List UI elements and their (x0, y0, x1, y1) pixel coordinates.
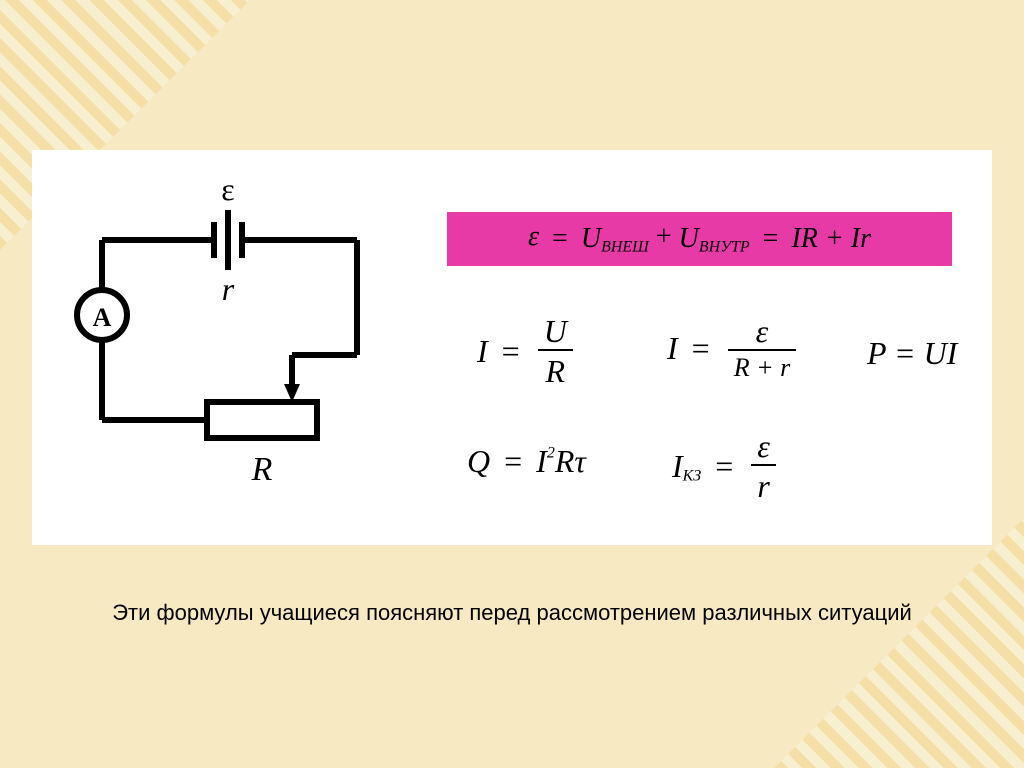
var-I: I (477, 333, 488, 370)
num-U: U (538, 315, 573, 351)
den-r: r (751, 466, 776, 502)
var-Q: Q (467, 443, 490, 480)
formula-highlight-box: ε = UВНЕШ + UВНУТР = IR + Ir (447, 212, 952, 266)
internal-r-label: r (222, 271, 235, 307)
slide: ε r А R ε = UВНЕШ + UВНУТР = IR + Ir I =… (0, 0, 1024, 768)
formula-emf: ε = UВНЕШ + UВНУТР = IR + Ir (528, 221, 871, 257)
sup-2: 2 (547, 444, 555, 461)
num-eps: ε (728, 315, 797, 351)
u-ext-sub: ВНЕШ (601, 239, 649, 256)
emf-rhs: IR + Ir (791, 223, 871, 255)
formula-short-circuit: IКЗ = ε r (672, 430, 780, 502)
var-I2: I (667, 330, 678, 367)
ammeter-label: А (93, 303, 112, 332)
u-int-sub: ВНУТР (699, 239, 750, 256)
caption-text: Эти формулы учащиеся поясняют перед расс… (0, 600, 1024, 626)
var-Rtau: Rτ (555, 443, 586, 480)
formula-ohm-partial: I = U R (477, 315, 577, 387)
formula-power: P = UI (867, 335, 957, 372)
bg-stripes-bottom-right (774, 518, 1024, 768)
den-R: R (538, 351, 573, 387)
u-int: U (679, 223, 699, 255)
plus: + (656, 221, 672, 252)
formula-joule: Q = I2Rτ (467, 440, 586, 480)
sub-kz: КЗ (683, 468, 702, 485)
var-Ikz: I (672, 448, 683, 485)
var-I3: I (536, 443, 547, 480)
u-ext: U (581, 223, 601, 255)
resistor-label: R (251, 451, 273, 488)
emf-label: ε (221, 171, 234, 207)
formula-ohm-full: I = ε R + r (667, 315, 800, 381)
circuit-diagram: ε r А R (62, 170, 402, 500)
num-eps2: ε (751, 430, 776, 466)
den-Rr: R + r (728, 351, 797, 381)
content-panel: ε r А R ε = UВНЕШ + UВНУТР = IR + Ir I =… (32, 150, 992, 545)
emf-lhs: ε (528, 221, 539, 252)
